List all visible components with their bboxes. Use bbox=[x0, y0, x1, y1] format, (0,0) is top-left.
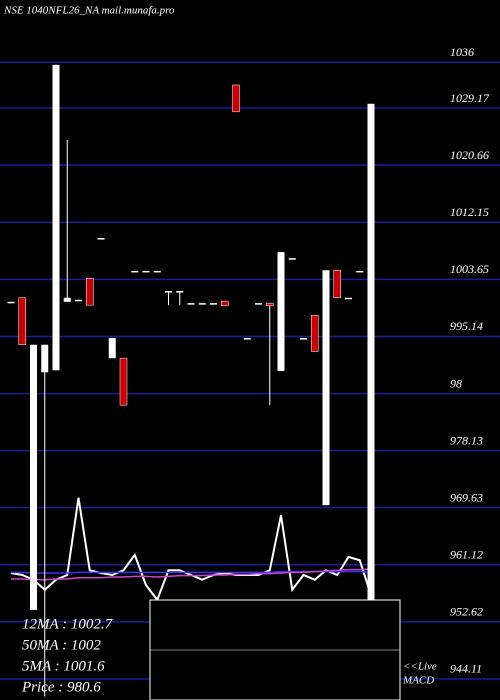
candle-body bbox=[221, 300, 229, 307]
macd-label: MACD bbox=[402, 675, 434, 687]
chart-title: NSE 1040NFL26_NA mail.munafa.pro bbox=[3, 5, 175, 17]
candle-body bbox=[277, 252, 285, 371]
stat: 12MA : 1002.7 bbox=[22, 616, 114, 632]
candle-body bbox=[176, 291, 184, 293]
stat: 5MA : 1001.6 bbox=[22, 658, 105, 674]
candle-body bbox=[108, 338, 116, 359]
grid bbox=[0, 61, 500, 680]
candle-body bbox=[243, 338, 251, 340]
candle-body bbox=[266, 302, 274, 307]
y-tick-label: 995.14 bbox=[450, 319, 483, 333]
candle-body bbox=[210, 303, 217, 305]
candle-body bbox=[97, 238, 105, 240]
indicator-line bbox=[11, 568, 372, 581]
candle-body bbox=[367, 103, 375, 600]
y-tick-label: 952.62 bbox=[450, 605, 483, 619]
candle-body bbox=[198, 303, 206, 305]
y-tick-label: 1029.17 bbox=[450, 91, 490, 105]
candle-body bbox=[300, 338, 307, 340]
y-tick-label: 1003.65 bbox=[450, 262, 489, 276]
candle-body bbox=[153, 270, 161, 273]
macd-label: <<Live bbox=[403, 661, 437, 673]
candle-body bbox=[165, 291, 172, 293]
candle-body bbox=[288, 258, 296, 260]
candle-body bbox=[119, 357, 128, 406]
candle-body bbox=[41, 344, 49, 373]
y-tick-label: 98 bbox=[450, 376, 462, 390]
candle-body bbox=[63, 297, 71, 302]
candle-body bbox=[18, 297, 26, 346]
candle-body bbox=[142, 270, 150, 273]
y-tick-label: 969.63 bbox=[450, 490, 483, 504]
candle-body bbox=[255, 303, 262, 305]
candle-body bbox=[232, 84, 240, 113]
candle-body bbox=[131, 270, 139, 273]
stat: Price : 980.6 bbox=[21, 679, 101, 695]
y-tick-label: 944.11 bbox=[450, 662, 482, 676]
candle-body bbox=[345, 297, 352, 300]
candle-body bbox=[7, 301, 15, 304]
y-tick-label: 978.13 bbox=[450, 433, 483, 447]
candle-body bbox=[311, 314, 319, 352]
candles bbox=[7, 64, 375, 697]
y-tick-label: 1020.66 bbox=[450, 148, 489, 162]
candle-body bbox=[333, 270, 341, 299]
indicator-lines bbox=[10, 497, 372, 602]
candle-body bbox=[322, 270, 330, 506]
candle-body bbox=[356, 270, 364, 273]
stat: 50MA : 1002 bbox=[22, 637, 101, 653]
candle-body bbox=[52, 64, 60, 371]
y-tick-label: 1036 bbox=[450, 45, 474, 59]
y-tick-label: 1012.15 bbox=[450, 205, 489, 219]
y-tick-label: 961.12 bbox=[450, 548, 483, 562]
candle-body bbox=[86, 278, 94, 306]
candle-body bbox=[187, 303, 195, 305]
candle-body bbox=[75, 299, 82, 302]
candle-body bbox=[30, 344, 37, 610]
